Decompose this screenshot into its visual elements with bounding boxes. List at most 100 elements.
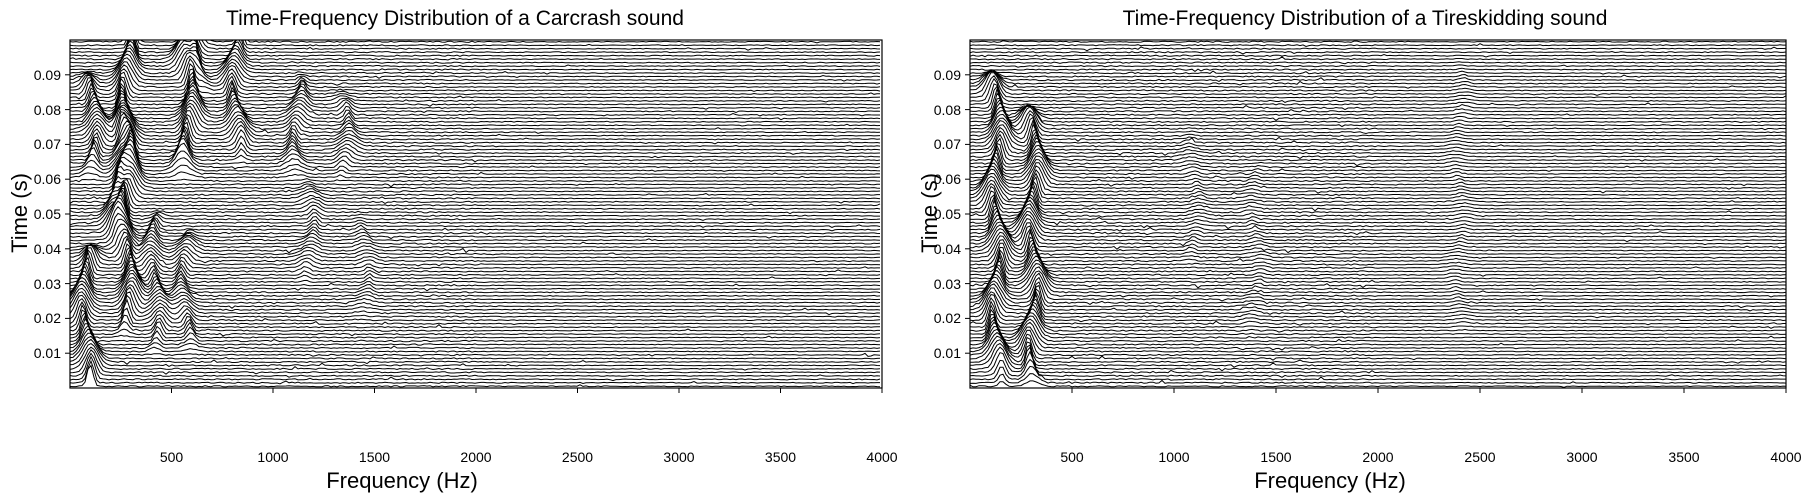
y-tick-label: 0.06 <box>33 171 61 188</box>
time-trace <box>70 324 881 350</box>
time-trace <box>970 315 1786 339</box>
trace-group <box>970 40 1786 388</box>
time-trace <box>70 197 881 232</box>
time-trace <box>970 98 1786 124</box>
time-trace <box>970 69 1786 86</box>
time-trace <box>970 238 1786 263</box>
time-trace <box>70 343 881 367</box>
time-trace <box>70 84 881 110</box>
time-trace <box>70 250 881 277</box>
time-trace <box>70 104 880 131</box>
time-trace <box>70 75 881 100</box>
time-trace <box>70 184 881 215</box>
time-trace <box>70 352 881 378</box>
time-trace <box>970 162 1786 187</box>
time-trace <box>70 269 881 294</box>
time-trace <box>70 120 881 152</box>
time-trace <box>70 228 881 254</box>
time-trace <box>70 151 881 183</box>
time-trace <box>970 106 1786 131</box>
time-trace <box>70 276 881 301</box>
time-trace <box>970 175 1786 201</box>
time-trace <box>970 196 1786 221</box>
time-trace <box>70 256 881 281</box>
time-trace <box>70 143 881 176</box>
x-tick-label: 2500 <box>1464 449 1496 465</box>
time-trace <box>970 126 1786 152</box>
time-trace <box>970 165 1786 190</box>
time-trace <box>970 53 1786 58</box>
time-trace <box>70 165 881 193</box>
time-trace <box>970 137 1786 162</box>
time-trace <box>970 255 1786 280</box>
time-trace <box>70 170 880 197</box>
time-trace <box>970 287 1786 312</box>
time-trace <box>70 42 881 68</box>
plot-area <box>965 39 1787 393</box>
time-trace <box>70 89 881 113</box>
time-trace <box>970 130 1786 156</box>
time-trace <box>70 323 881 346</box>
time-trace <box>70 181 881 211</box>
time-trace <box>970 154 1786 180</box>
time-trace <box>970 75 1786 99</box>
time-trace <box>970 102 1786 128</box>
time-trace <box>70 189 880 226</box>
y-tick-label: 0.03 <box>33 275 61 292</box>
time-trace <box>70 124 881 159</box>
time-trace <box>70 46 881 71</box>
time-trace <box>970 339 1786 364</box>
time-trace <box>70 40 881 54</box>
time-trace <box>970 179 1786 204</box>
time-trace <box>70 231 881 256</box>
time-trace <box>970 265 1786 291</box>
plot-frame <box>69 39 883 389</box>
time-trace <box>70 106 881 134</box>
time-trace <box>70 95 881 121</box>
time-trace <box>70 159 881 190</box>
time-trace <box>970 350 1786 374</box>
x-axis-label: Frequency (Hz) <box>1254 468 1406 493</box>
time-trace <box>970 83 1786 107</box>
x-tick-label: 1500 <box>358 449 391 465</box>
time-trace <box>970 70 1786 92</box>
y-tick-label: 0.01 <box>33 345 61 362</box>
time-trace <box>970 70 1786 79</box>
time-trace <box>970 213 1786 238</box>
x-tick-label: 2500 <box>561 449 594 465</box>
time-trace <box>970 230 1786 256</box>
y-tick-label: 0.04 <box>33 240 61 257</box>
time-trace <box>970 290 1786 315</box>
y-axis-label: Time (s) <box>7 173 32 253</box>
time-trace <box>70 71 881 96</box>
time-trace <box>70 272 881 298</box>
time-trace <box>970 318 1786 343</box>
x-axis-label: Frequency (Hz) <box>326 468 478 493</box>
time-trace <box>70 248 881 274</box>
x-tick-label: 500 <box>1060 449 1084 465</box>
time-trace <box>70 346 881 371</box>
time-trace <box>970 70 1786 82</box>
time-trace <box>970 43 1786 48</box>
time-trace <box>970 228 1786 254</box>
time-trace <box>970 303 1786 329</box>
time-trace <box>70 62 881 89</box>
time-trace <box>970 97 1786 122</box>
time-trace <box>70 131 881 166</box>
time-trace <box>970 199 1786 226</box>
time-trace <box>970 151 1786 176</box>
time-trace <box>70 280 881 305</box>
time-trace <box>970 113 1786 137</box>
time-trace <box>70 301 881 326</box>
y-tick-label: 0.02 <box>933 310 961 327</box>
time-trace <box>970 193 1786 218</box>
time-trace <box>70 40 881 51</box>
x-tick-label: 3500 <box>764 449 797 465</box>
time-trace <box>70 335 881 360</box>
time-trace <box>70 309 880 332</box>
time-trace <box>70 328 881 353</box>
time-trace <box>70 286 881 312</box>
time-trace <box>970 61 1786 65</box>
time-trace <box>970 158 1786 183</box>
time-trace <box>970 373 1786 384</box>
